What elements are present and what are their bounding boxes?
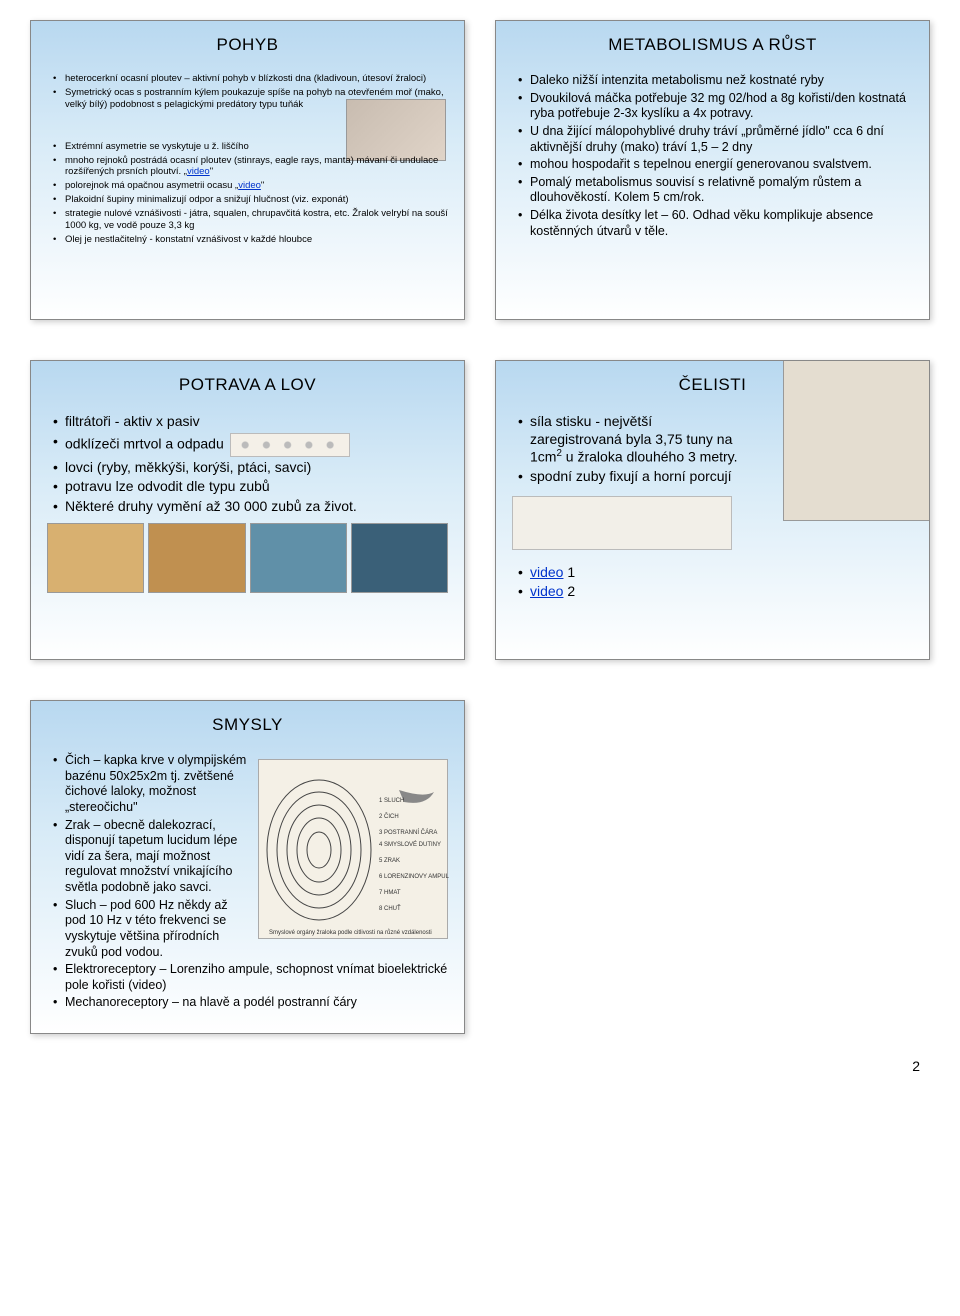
slide-list: Daleko nižší intenzita metabolismu než k… — [512, 73, 913, 239]
list-item: Sluch – pod 600 Hz někdy až pod 10 Hz v … — [53, 898, 448, 961]
slide-celisti: ČELISTI síla stisku - největší zaregistr… — [495, 360, 930, 660]
slide-title: SMYSLY — [47, 715, 448, 735]
slide-list: filtrátoři - aktiv x pasiv odklízeči mrt… — [47, 413, 448, 515]
slide-potrava: POTRAVA A LOV filtrátoři - aktiv x pasiv… — [30, 360, 465, 660]
list-item: strategie nulové vznášivosti - játra, sq… — [53, 208, 448, 232]
list-item: heterocerkní ocasní ploutev – aktivní po… — [53, 73, 448, 85]
photo — [148, 523, 245, 593]
slide-list: heterocerkní ocasní ploutev – aktivní po… — [47, 73, 448, 246]
list-item: Elektroreceptory – Lorenziho ampule, sch… — [53, 962, 448, 993]
list-item: Daleko nižší intenzita metabolismu než k… — [518, 73, 913, 89]
skull-image — [783, 360, 930, 521]
list-item: U dna žijící málopohyblivé druhy tráví „… — [518, 124, 913, 155]
list-item: Délka života desítky let – 60. Odhad věk… — [518, 208, 913, 239]
list-item: Dvoukilová máčka potřebuje 32 mg 02/hod … — [518, 91, 913, 122]
photo — [351, 523, 448, 593]
link-list: video 1 video 2 — [512, 564, 913, 601]
page-number: 2 — [30, 1058, 930, 1074]
list-item: spodní zuby fixují a horní porcují — [518, 468, 742, 486]
slide-title: METABOLISMUS A RŮST — [512, 35, 913, 55]
list-item: potravu lze odvodit dle typu zubů — [53, 478, 448, 496]
slide-list: síla stisku - největší zaregistrovaná by… — [512, 413, 742, 486]
video-link[interactable]: video — [238, 180, 261, 191]
list-item: Olej je nestlačitelný - konstatní vznáši… — [53, 234, 448, 246]
list-item: video 1 — [518, 564, 913, 582]
list-item: Symetrický ocas s postranním kýlem pouka… — [53, 87, 448, 111]
list-item: odklízeči mrtvol a odpadu — [53, 433, 448, 457]
list-item: Plakoidní šupiny minimalizují odpor a sn… — [53, 194, 448, 206]
list-item: video 2 — [518, 583, 913, 601]
teeth-image — [230, 433, 350, 457]
video-link[interactable]: video — [530, 583, 563, 599]
video-link[interactable]: video — [530, 564, 563, 580]
empty-cell — [495, 700, 930, 1034]
list-item: Extrémní asymetrie se vyskytuje u ž. liš… — [53, 141, 448, 153]
photo — [47, 523, 144, 593]
list-item: lovci (ryby, měkkýši, korýši, ptáci, sav… — [53, 459, 448, 477]
list-item: Pomalý metabolismus souvisí s relativně … — [518, 175, 913, 206]
list-item: mnoho rejnoků postrádá ocasní ploutev (s… — [53, 155, 448, 179]
jaw-diagram — [512, 496, 732, 550]
list-item: síla stisku - největší zaregistrovaná by… — [518, 413, 742, 466]
video-link[interactable]: video — [187, 166, 210, 177]
slide-title: POTRAVA A LOV — [47, 375, 448, 395]
slide-smysly: SMYSLY 1 SLUCH 2 ČICH 3 POSTRANNÍ ČÁRA 4… — [30, 700, 465, 1034]
slide-pohyb: POHYB heterocerkní ocasní ploutev – akti… — [30, 20, 465, 320]
slide-title: POHYB — [47, 35, 448, 55]
list-item: Zrak – obecně dalekozrací, disponují tap… — [53, 818, 448, 896]
list-item: mohou hospodařit s tepelnou energií gene… — [518, 157, 913, 173]
list-item: filtrátoři - aktiv x pasiv — [53, 413, 448, 431]
list-item: polorejnok má opačnou asymetrii ocasu „v… — [53, 180, 448, 192]
slide-list: Čich – kapka krve v olympijském bazénu 5… — [47, 753, 448, 1011]
list-item: Mechanoreceptory – na hlavě a podél post… — [53, 995, 448, 1011]
slide-metabolismus: METABOLISMUS A RŮST Daleko nižší intenzi… — [495, 20, 930, 320]
photo-strip — [47, 523, 448, 593]
list-item: Čich – kapka krve v olympijském bazénu 5… — [53, 753, 448, 816]
list-item: Některé druhy vymění až 30 000 zubů za ž… — [53, 498, 448, 516]
photo — [250, 523, 347, 593]
